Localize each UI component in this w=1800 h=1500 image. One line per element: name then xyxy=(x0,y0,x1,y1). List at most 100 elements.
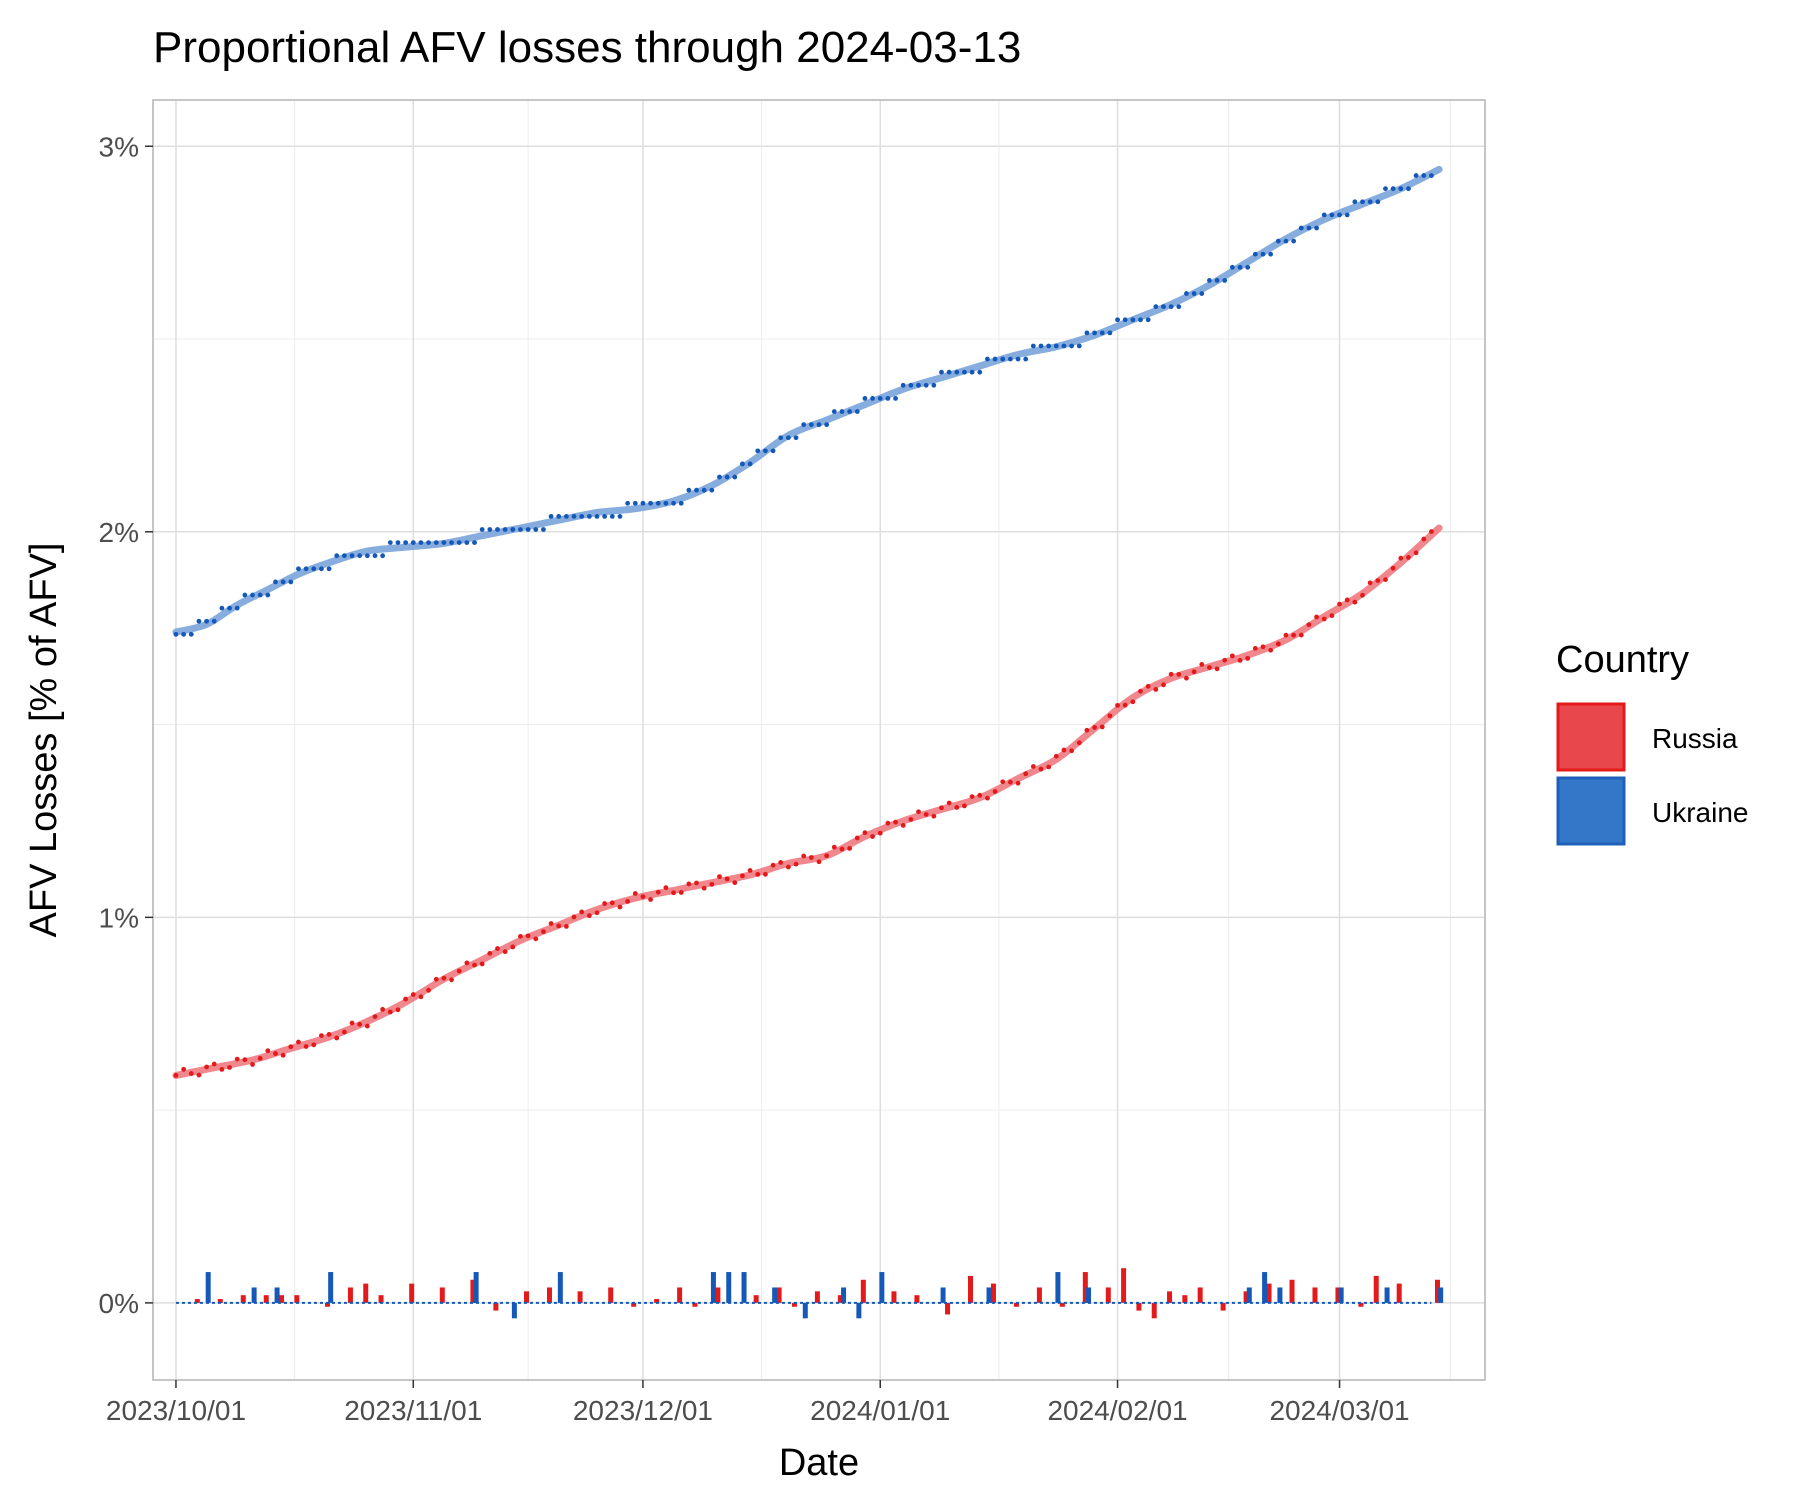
russia-daily-bar xyxy=(493,1302,499,1311)
russia-daily-bar xyxy=(945,1302,951,1315)
ukraine-point xyxy=(893,396,898,401)
ukraine-point xyxy=(464,540,470,546)
russia-point xyxy=(893,819,898,825)
russia-point xyxy=(985,795,990,801)
ukraine-daily-bar xyxy=(1262,1272,1268,1303)
russia-daily-bar xyxy=(1289,1279,1295,1303)
russia-point xyxy=(341,1029,347,1035)
russia-point xyxy=(1291,632,1297,638)
ukraine-point xyxy=(372,553,378,559)
russia-point xyxy=(854,835,860,841)
russia-point xyxy=(250,1062,255,1067)
ukraine-daily-bar xyxy=(986,1287,992,1303)
ukraine-point xyxy=(977,369,983,375)
ukraine-point xyxy=(1291,238,1297,244)
ukraine-point xyxy=(173,631,179,637)
russia-daily-bar xyxy=(240,1295,246,1303)
russia-point xyxy=(418,994,424,1000)
russia-point xyxy=(1406,555,1411,560)
russia-point xyxy=(839,846,845,852)
ukraine-point xyxy=(1268,251,1274,257)
ukraine-point xyxy=(1015,356,1021,362)
ukraine-point xyxy=(1298,225,1304,231)
ukraine-point xyxy=(357,553,363,559)
russia-daily-bar xyxy=(1358,1302,1364,1307)
russia-daily-bar xyxy=(914,1295,920,1303)
russia-daily-bar xyxy=(891,1291,897,1303)
ukraine-point xyxy=(257,592,263,598)
russia-daily-bar xyxy=(1197,1287,1203,1303)
russia-point xyxy=(357,1021,363,1027)
russia-daily-bar xyxy=(654,1299,660,1303)
russia-point xyxy=(1115,702,1120,708)
russia-point xyxy=(801,853,807,859)
ukraine-point xyxy=(1229,264,1235,270)
ukraine-point xyxy=(686,487,692,493)
ukraine-point xyxy=(1245,264,1251,270)
russia-point xyxy=(334,1035,340,1041)
russia-point xyxy=(1015,780,1021,786)
russia-point xyxy=(1344,597,1350,603)
russia-point xyxy=(456,968,462,974)
russia-point xyxy=(579,909,585,915)
russia-point xyxy=(1352,599,1358,605)
ukraine-point xyxy=(1260,251,1266,257)
x-tick-label: 2024/03/01 xyxy=(1269,1395,1409,1426)
russia-point xyxy=(303,1044,309,1049)
ukraine-point xyxy=(1329,212,1335,218)
russia-point xyxy=(969,794,975,800)
ukraine-point xyxy=(694,487,699,493)
russia-point xyxy=(1421,536,1427,542)
russia-point xyxy=(1122,702,1128,708)
ukraine-point xyxy=(441,540,447,546)
ukraine-point xyxy=(533,527,539,532)
ukraine-point xyxy=(1283,238,1289,244)
russia-point xyxy=(464,960,470,966)
ukraine-point xyxy=(655,500,661,506)
russia-daily-bar xyxy=(1121,1268,1127,1303)
russia-point xyxy=(977,792,983,798)
ukraine-point xyxy=(946,369,952,375)
russia-point xyxy=(433,976,439,982)
ukraine-point xyxy=(188,631,194,637)
ukraine-point xyxy=(1421,173,1427,178)
russia-point xyxy=(204,1064,209,1070)
ukraine-point xyxy=(847,409,853,414)
russia-point xyxy=(1390,565,1396,571)
ukraine-point xyxy=(426,540,431,546)
russia-point xyxy=(518,933,523,939)
ukraine-point xyxy=(816,422,822,428)
russia-point xyxy=(441,975,447,981)
ukraine-point xyxy=(640,500,646,506)
ukraine-point xyxy=(472,540,477,546)
x-tick-label: 2023/11/01 xyxy=(344,1395,482,1426)
russia-point xyxy=(1229,653,1235,659)
russia-point xyxy=(541,929,546,935)
russia-point xyxy=(426,987,431,993)
russia-point xyxy=(1184,675,1189,681)
russia-daily-bar xyxy=(1013,1302,1019,1307)
russia-point xyxy=(1237,658,1243,663)
ukraine-point xyxy=(1168,304,1174,310)
russia-point xyxy=(609,900,615,906)
russia-point xyxy=(1107,713,1113,719)
ukraine-point xyxy=(433,540,439,546)
ukraine-point xyxy=(541,527,546,532)
y-tick-label: 1% xyxy=(99,902,139,933)
ukraine-point xyxy=(671,500,676,506)
ukraine-point xyxy=(740,461,745,467)
russia-point xyxy=(1046,764,1052,770)
ukraine-point xyxy=(1360,199,1365,205)
russia-point xyxy=(1367,580,1373,586)
russia-point xyxy=(908,817,914,822)
russia-point xyxy=(571,914,577,920)
ukraine-point xyxy=(862,396,868,401)
russia-point xyxy=(671,890,676,896)
ukraine-point xyxy=(518,527,523,532)
russia-point xyxy=(594,910,600,916)
russia-point xyxy=(724,876,730,882)
ukraine-point xyxy=(410,540,416,546)
ukraine-point xyxy=(219,605,225,611)
russia-point xyxy=(1130,699,1136,705)
ukraine-point xyxy=(495,527,500,532)
